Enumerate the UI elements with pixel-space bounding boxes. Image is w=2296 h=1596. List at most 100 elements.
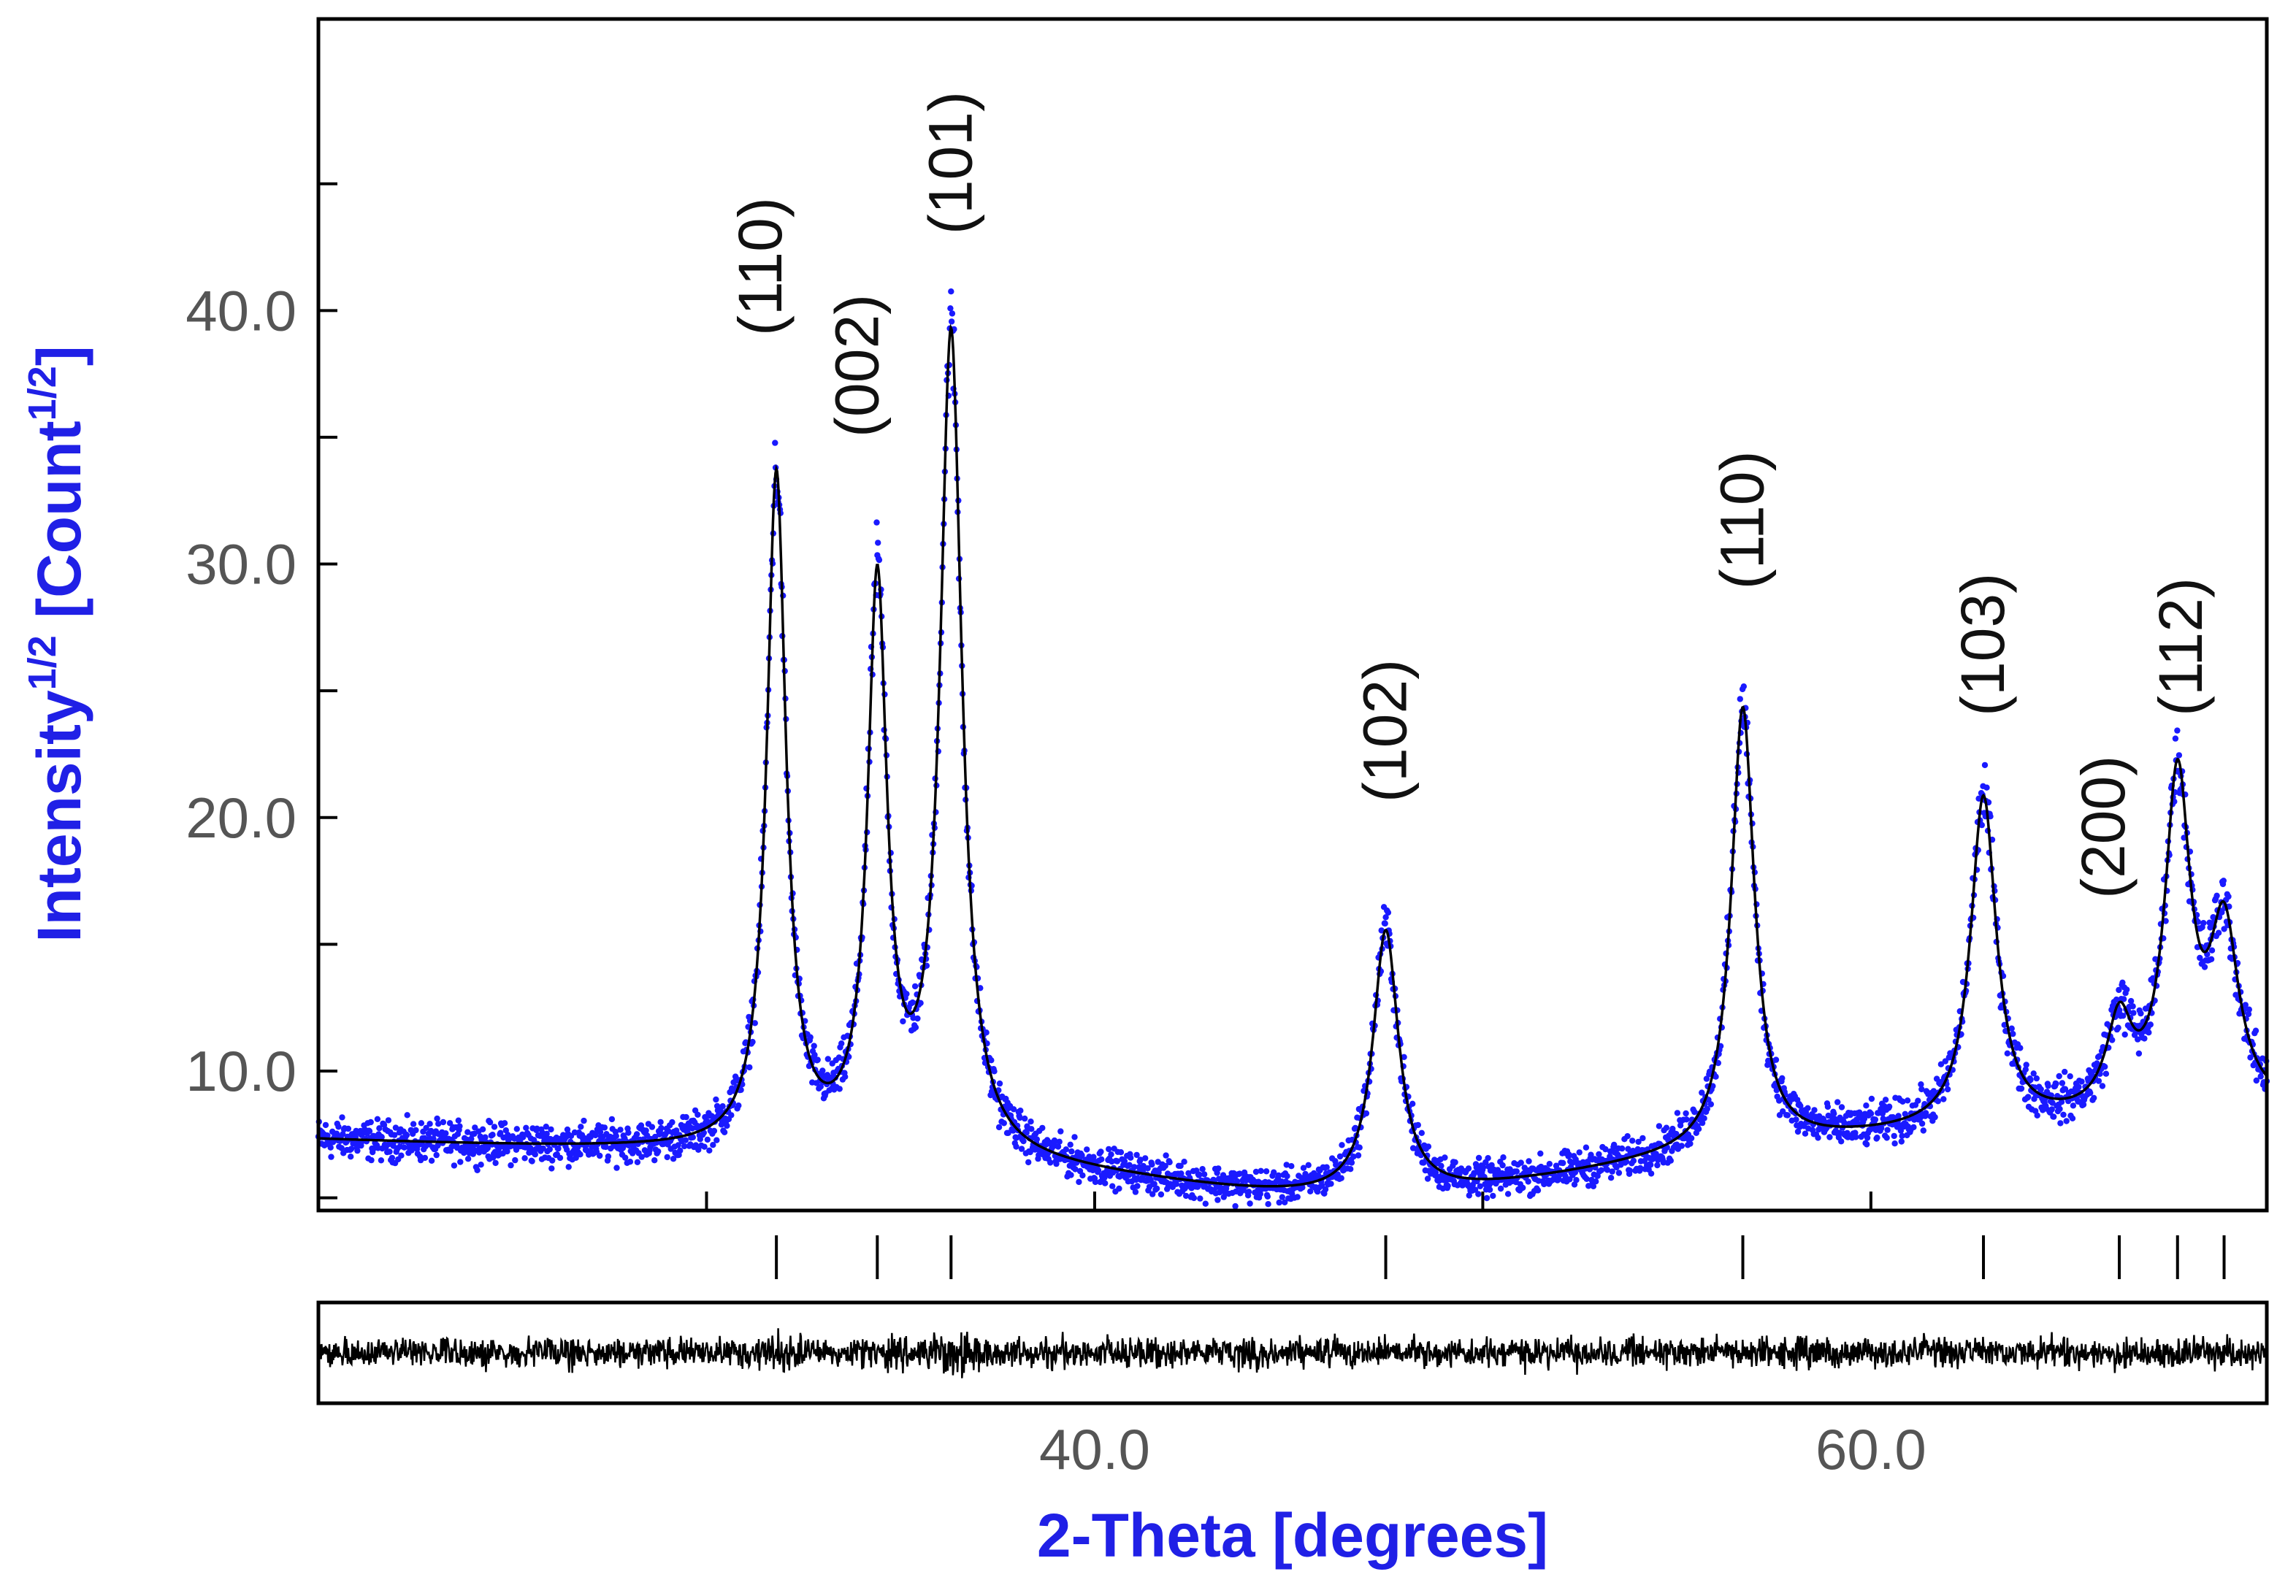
observed-point <box>694 1111 701 1119</box>
observed-point <box>532 1151 538 1158</box>
observed-point <box>1701 1115 1707 1121</box>
observed-point <box>2096 1053 2102 1059</box>
observed-point <box>1131 1164 1138 1170</box>
observed-point <box>1102 1180 1109 1186</box>
observed-point <box>2242 1002 2249 1008</box>
observed-point <box>1257 1191 1264 1197</box>
observed-point <box>692 1142 700 1148</box>
observed-point <box>571 1129 578 1136</box>
observed-point <box>2062 1068 2068 1075</box>
observed-point <box>1772 1056 1780 1063</box>
observed-point <box>1284 1173 1290 1180</box>
observed-point <box>670 1156 677 1162</box>
observed-point <box>1475 1191 1482 1197</box>
observed-point <box>1935 1098 1941 1105</box>
observed-point <box>1898 1138 1905 1145</box>
observed-point <box>1215 1165 1222 1172</box>
observed-point <box>909 999 916 1006</box>
observed-point <box>1687 1140 1694 1147</box>
peak-label: (101) <box>916 91 984 234</box>
observed-point <box>625 1129 632 1136</box>
observed-point <box>1794 1128 1802 1135</box>
observed-point <box>327 1144 334 1151</box>
observed-point <box>1116 1185 1122 1192</box>
observed-point <box>601 1124 608 1131</box>
y-axis-label-base: Intensity <box>25 690 93 943</box>
observed-point <box>1438 1162 1444 1170</box>
observed-point <box>2174 727 2181 734</box>
observed-point <box>651 1157 658 1164</box>
observed-point <box>1363 1110 1370 1117</box>
observed-point <box>1271 1169 1277 1175</box>
observed-point <box>1305 1162 1312 1169</box>
observed-point <box>1153 1185 1160 1192</box>
observed-point <box>1028 1126 1035 1132</box>
observed-point <box>1149 1161 1155 1168</box>
observed-point <box>404 1112 410 1119</box>
observed-point <box>423 1124 429 1132</box>
observed-point <box>2246 1006 2252 1013</box>
observed-point <box>1173 1181 1180 1187</box>
observed-point <box>1983 784 1990 791</box>
observed-point <box>1352 1124 1359 1132</box>
observed-point <box>1322 1186 1329 1193</box>
observed-point <box>1884 1127 1891 1133</box>
observed-point <box>486 1119 494 1126</box>
observed-point <box>2220 878 2227 884</box>
observed-point <box>1932 1113 1938 1121</box>
observed-point <box>354 1147 361 1154</box>
main-plot-area: 10.020.030.040.0 (110)(002)(101)(102)(11… <box>185 17 2270 1213</box>
x-axis-tick-labels: 40.0 60.0 <box>1039 1417 1926 1481</box>
x-tick-label: 40.0 <box>1039 1417 1150 1481</box>
observed-point <box>1811 1107 1818 1113</box>
observed-point <box>2099 1083 2106 1089</box>
observed-point <box>807 1034 814 1040</box>
observed-point <box>704 1136 711 1143</box>
observed-point <box>1937 1061 1945 1067</box>
observed-point <box>474 1167 481 1174</box>
observed-point <box>1699 1119 1706 1127</box>
observed-point <box>1656 1123 1663 1129</box>
observed-point <box>1098 1148 1104 1155</box>
observed-point <box>1114 1158 1121 1165</box>
observed-point <box>529 1158 535 1165</box>
observed-point <box>1276 1199 1282 1206</box>
observed-point <box>1385 909 1392 916</box>
observed-point <box>389 1154 396 1162</box>
observed-point <box>497 1129 504 1137</box>
observed-point <box>374 1116 381 1123</box>
observed-point <box>914 1015 921 1022</box>
observed-point <box>1572 1169 1579 1176</box>
y-tick-label: 40.0 <box>185 278 296 342</box>
observed-point <box>622 1154 629 1161</box>
observed-point <box>1623 1158 1630 1165</box>
y-axis-label-base-sup: 1/2 <box>20 635 64 690</box>
observed-point <box>1826 1134 1833 1140</box>
observed-point <box>1126 1162 1133 1168</box>
observed-point <box>1626 1167 1634 1174</box>
observed-point <box>1214 1197 1221 1203</box>
observed-point <box>403 1132 410 1138</box>
observed-point <box>1068 1148 1075 1155</box>
observed-point <box>1537 1150 1544 1157</box>
observed-point <box>1071 1134 1078 1140</box>
reflection-markers <box>775 1235 2226 1279</box>
observed-point <box>1583 1144 1590 1151</box>
observed-point <box>1534 1187 1542 1194</box>
observed-point <box>1590 1183 1597 1190</box>
observed-point <box>1922 1110 1929 1116</box>
observed-point <box>1201 1171 1208 1178</box>
observed-point <box>410 1121 417 1127</box>
observed-point <box>1279 1194 1286 1200</box>
observed-point <box>1688 1135 1695 1142</box>
observed-point <box>2135 1050 2143 1057</box>
observed-point <box>634 1159 641 1166</box>
observed-point <box>456 1123 463 1129</box>
observed-point <box>1149 1191 1156 1197</box>
observed-point <box>1805 1105 1811 1112</box>
peak-label: (002) <box>823 294 892 437</box>
observed-point <box>2008 1025 2015 1032</box>
observed-point <box>1525 1178 1531 1185</box>
observed-point <box>695 1146 702 1154</box>
y-tick-label: 20.0 <box>185 786 296 850</box>
